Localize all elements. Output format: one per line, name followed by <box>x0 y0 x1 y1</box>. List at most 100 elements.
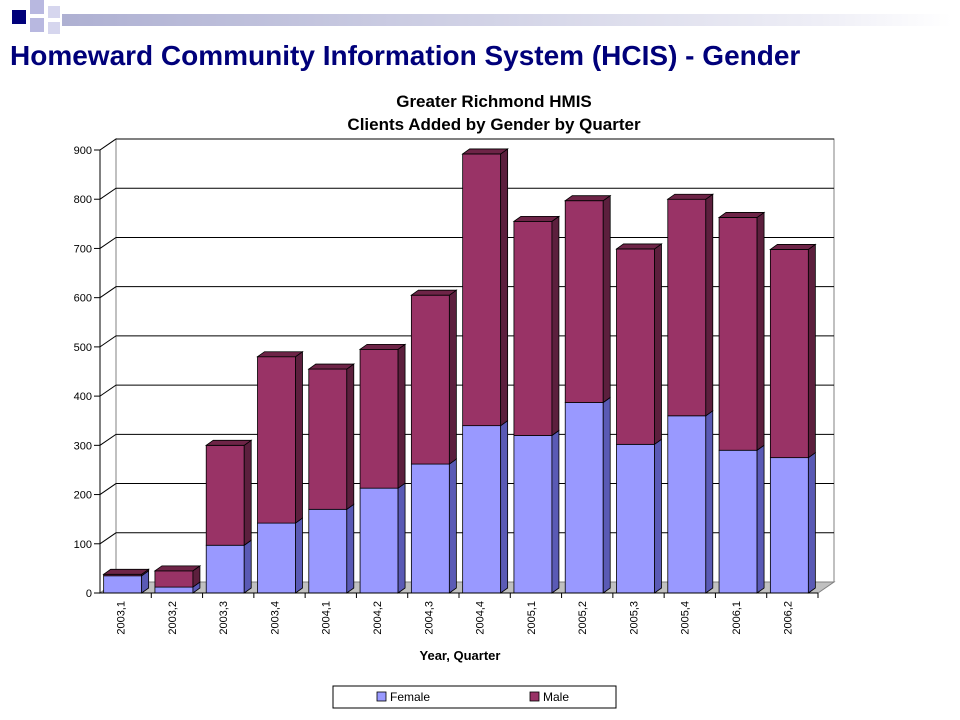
bar-top-male <box>410 289 458 296</box>
y-tick-label: 300 <box>74 440 92 452</box>
chart-title: Greater Richmond HMIS <box>396 92 592 111</box>
x-tick-label: 2004,1 <box>321 601 333 635</box>
bar-male-2004-2 <box>359 348 399 489</box>
x-tick-label: 2005,4 <box>680 601 692 635</box>
bar-side-female <box>602 396 611 594</box>
x-tick-label: 2004,2 <box>372 601 384 635</box>
bar-top-male <box>102 568 150 575</box>
bar-top-male <box>769 244 817 250</box>
bar-top-male <box>563 195 612 202</box>
bar-female-2003-4 <box>257 522 296 594</box>
y-tick-label: 600 <box>74 293 92 305</box>
plot-area: 0 100 200 300 400 500 600 700 800 900 2003,1 2003,2… <box>74 138 836 635</box>
title-decoration-square-4 <box>48 6 60 18</box>
y-gridline <box>99 187 834 200</box>
bar-side-female <box>500 419 509 594</box>
bar-female-2003-1 <box>103 575 143 594</box>
bar-side-female <box>551 429 560 594</box>
x-tick-label: 2003,3 <box>218 601 230 635</box>
bar-top-male <box>461 148 509 155</box>
bar-female-2006-2 <box>769 457 809 594</box>
x-tick-label: 2005,3 <box>628 601 640 635</box>
bar-side-female <box>243 539 252 594</box>
bar-female-2004-4 <box>462 425 502 594</box>
legend-swatch-male <box>529 691 540 702</box>
bar-side-female <box>295 517 303 594</box>
bar-female-2005-1 <box>513 435 553 594</box>
x-tick-label: 2004,3 <box>423 601 435 635</box>
x-tick-label: 2004,4 <box>475 601 487 635</box>
y-tick-label: 700 <box>74 243 92 255</box>
bar-side-female <box>654 438 662 594</box>
bar-side-male <box>705 193 714 417</box>
bar-side-male <box>807 243 816 459</box>
bar-side-female <box>705 410 714 594</box>
legend-box <box>332 685 617 709</box>
legend-swatch-female <box>376 691 387 702</box>
bar-side-male <box>397 343 406 489</box>
legend-label-female: Female <box>390 690 430 704</box>
y-tick-label: 0 <box>86 588 92 600</box>
bar-top-male <box>204 439 253 446</box>
legend: Female Male <box>332 685 617 709</box>
legend-label-male: Male <box>543 690 569 704</box>
bar-female-2005-3 <box>616 443 655 594</box>
y-tick-label: 400 <box>74 391 92 403</box>
bar-female-2006-1 <box>718 449 758 594</box>
x-tick-label: 2003,1 <box>116 601 128 635</box>
bar-male-2004-4 <box>462 153 502 427</box>
x-axis-label: Year, Quarter <box>420 648 501 663</box>
bar-male-2003-2 <box>154 570 194 588</box>
bar-side-female <box>346 503 355 594</box>
y-tick-label: 500 <box>74 342 92 354</box>
title-decoration-square-5 <box>48 22 60 34</box>
bar-female-2004-2 <box>359 487 399 594</box>
y-tick-label: 800 <box>74 194 92 206</box>
bar-top-male <box>666 193 715 200</box>
bar-side-male <box>500 148 509 427</box>
bar-female-2004-1 <box>308 508 348 594</box>
bar-top-male <box>615 243 663 250</box>
bar-female-2004-3 <box>410 463 450 594</box>
y-tick-label: 900 <box>74 145 92 157</box>
x-tick-label: 2006,2 <box>782 601 794 635</box>
bar-side-male <box>602 194 611 404</box>
bar-side-male <box>243 439 252 547</box>
bar-side-male <box>448 289 457 465</box>
bar-side-male <box>295 350 303 524</box>
bar-side-male <box>654 243 662 446</box>
bar-side-female <box>807 451 816 594</box>
x-tick-label: 2003,4 <box>269 601 281 635</box>
bar-male-2003-3 <box>205 444 245 546</box>
title-decoration-square-1 <box>12 10 26 24</box>
bar-female-2003-2 <box>154 586 194 594</box>
bar-top-male <box>717 212 766 218</box>
bar-male-2003-4 <box>257 356 296 524</box>
bar-male-2006-2 <box>769 249 809 459</box>
y-tick-label: 200 <box>74 490 92 502</box>
bar-female-2003-3 <box>205 544 245 594</box>
x-tick-label: 2005,1 <box>526 601 538 635</box>
bar-side-male <box>756 211 765 452</box>
title-decoration-square-2 <box>30 0 44 14</box>
y-tick-label: 100 <box>74 539 92 551</box>
bar-male-2004-3 <box>410 294 450 465</box>
chart-subtitle: Clients Added by Gender by Quarter <box>347 115 641 134</box>
bar-side-female <box>397 482 406 594</box>
x-tick-label: 2005,2 <box>577 601 589 635</box>
x-tick-label: 2003,2 <box>167 601 179 635</box>
page-title: Homeward Community Information System (H… <box>10 40 801 71</box>
bar-side-male <box>346 363 355 511</box>
bar-side-male <box>551 215 560 437</box>
bar-side-female <box>756 444 765 594</box>
bar-male-2004-1 <box>308 368 348 510</box>
title-gradient-bar <box>62 14 952 26</box>
chart-side-wall <box>99 138 117 594</box>
bar-male-2005-2 <box>564 200 604 403</box>
bar-male-2005-1 <box>513 220 553 436</box>
bar-top-male <box>256 351 304 358</box>
bar-male-2005-4 <box>667 198 707 417</box>
bar-top-male <box>307 363 356 370</box>
y-gridline <box>99 138 834 151</box>
